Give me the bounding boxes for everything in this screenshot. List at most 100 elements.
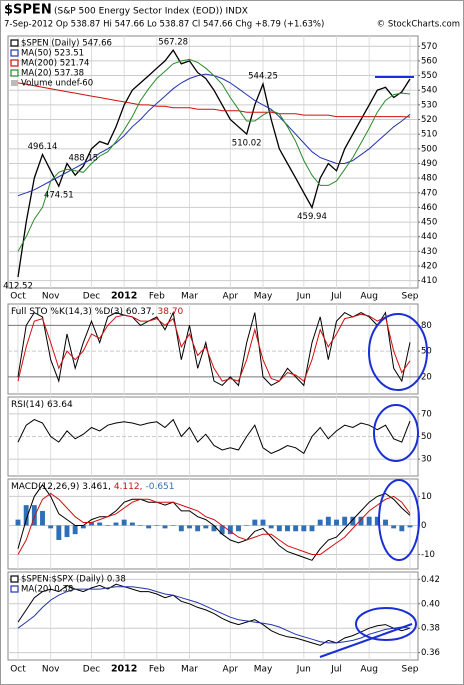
histogram-bar (268, 525, 274, 529)
y-tick-label: 550 (421, 71, 437, 81)
x-tick-label: Feb (149, 665, 165, 675)
histogram-bar (276, 525, 282, 532)
histogram-bar (170, 525, 176, 526)
x-tick-label: Aug (360, 665, 378, 675)
y-tick-label: 80 (421, 321, 432, 331)
price-annotation: 567.28 (158, 38, 188, 48)
histogram-bar (236, 525, 241, 532)
histogram-bar (23, 505, 29, 526)
legend: Full STO %K(14,3) %D(3) 60.37, 38.70 (11, 307, 184, 317)
y-tick-label: 450 (421, 218, 437, 228)
y-tick-label: 0.36 (421, 648, 440, 658)
histogram-bar (219, 525, 225, 535)
x-tick-label: Oct (10, 665, 26, 675)
chart-title: (S&P 500 Energy Sector Index (EOD)) INDX (54, 7, 248, 17)
x-tick-label: Jun (296, 665, 311, 675)
x-tick-label: Apr (223, 292, 239, 302)
annotation-circle (378, 479, 420, 561)
histogram-bar (121, 519, 127, 526)
x-tick-label: Mar (181, 665, 198, 675)
series-line (17, 313, 411, 382)
histogram-bar (15, 519, 21, 526)
annotation-circle (373, 404, 419, 462)
histogram-bar (80, 525, 86, 529)
y-tick-label: 530 (421, 100, 437, 110)
legend-entry: $SPEN:$SPX (Daily) 0.38 (21, 575, 126, 585)
x-tick-label: Dec (83, 292, 100, 302)
histogram-bar (138, 525, 143, 526)
panel: -10 0 10 MACD(12,26,9) 3.461, 4.112, -0.651 (7, 478, 435, 570)
annotation-circle (368, 313, 428, 391)
price-annotation: 459.94 (297, 212, 327, 222)
panel-frame (7, 303, 419, 395)
series-line (17, 583, 411, 646)
histogram-bar (383, 519, 388, 526)
x-tick-label: Jul (330, 665, 342, 675)
y-tick-label: 0.38 (421, 624, 440, 634)
legend-entry: MA(20) 0.38 (21, 585, 73, 595)
histogram-bar (252, 519, 258, 526)
legend-entry: 4.112, (114, 482, 143, 492)
x-tick-label: May (254, 292, 273, 302)
legend-swatch (10, 49, 19, 57)
histogram-bar (146, 525, 152, 529)
y-tick-label: -10 (421, 550, 435, 560)
hand-annotations (319, 76, 428, 658)
legend-swatch (10, 575, 19, 583)
histogram-bar (178, 525, 184, 532)
histogram-bar (293, 525, 299, 532)
y-tick-label: 30 (421, 455, 432, 465)
histogram-bar (260, 519, 266, 526)
histogram-bar (244, 525, 250, 526)
y-tick-label: 10 (421, 492, 432, 502)
histogram-bar (374, 516, 380, 526)
legend-entry: $SPEN (Daily) 547.66 (21, 39, 112, 49)
x-tick-label: Jun (296, 292, 311, 302)
y-tick-label: 510 (421, 130, 437, 140)
legend-entry: Volume undef-60 (21, 79, 93, 89)
panel: 410 420 430 440 450 460 470 480 490 500 510 520 530 5… (3, 35, 437, 291)
price-annotation: 544.25 (248, 71, 278, 81)
histogram-bar (309, 525, 315, 532)
x-tick-label: Sep (402, 665, 419, 675)
y-tick-label: 20 (421, 372, 432, 382)
legend-entry: -0.651 (145, 482, 174, 492)
x-tick-label: Sep (402, 292, 419, 302)
price-annotation: 496.14 (28, 142, 58, 152)
legend-swatch (10, 39, 19, 47)
y-tick-label: 70 (421, 409, 432, 419)
legend-swatch (10, 585, 19, 593)
legend-entry: MA(200) 521.74 (21, 59, 89, 69)
y-tick-label: 500 (421, 144, 437, 154)
x-tick-label: 2012 (111, 291, 137, 302)
histogram-bar (227, 525, 233, 535)
series-line (17, 483, 411, 561)
histogram-bar (358, 516, 364, 526)
histogram-bar (113, 522, 119, 526)
y-tick-label: 0.40 (421, 599, 440, 609)
credit: © StockCharts.com (377, 20, 460, 30)
series-line (17, 586, 411, 644)
price-annotation: 510.02 (232, 139, 262, 149)
histogram-bar (350, 516, 356, 526)
histogram-bar (342, 516, 348, 526)
x-tick-label: Aug (360, 292, 378, 302)
histogram-bar (56, 525, 62, 540)
y-tick-label: 440 (421, 232, 437, 242)
y-tick-label: 560 (421, 56, 437, 66)
histogram-bar (105, 525, 111, 526)
legend-entry: MA(50) 523.51 (21, 49, 84, 59)
legend-swatch (11, 80, 18, 86)
histogram-bar (40, 510, 45, 526)
x-tick-label: Mar (181, 292, 198, 302)
legend-swatch (10, 59, 19, 67)
histogram-bar (31, 505, 37, 526)
series-line (17, 418, 411, 455)
histogram-bar (97, 522, 103, 526)
panel: 0.36 0.38 0.40 0.42 $SPEN:$SPX (Daily) 0.38M… (7, 571, 440, 661)
histogram-bar (203, 525, 209, 529)
histogram-bar (89, 522, 94, 526)
y-tick-label: 0.42 (421, 575, 440, 585)
x-tick-label: Oct (10, 292, 26, 302)
